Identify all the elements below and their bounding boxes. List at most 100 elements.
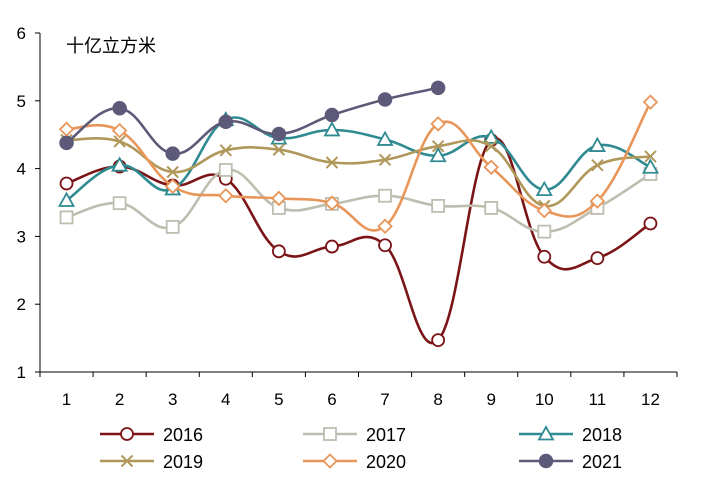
x-tick-label: 12 [641,390,660,409]
data-point-2020-8 [430,116,446,132]
x-tick-label: 6 [327,390,336,409]
series-2019 [60,133,657,213]
series-line-2019 [66,137,651,208]
data-point-2016-7 [378,238,392,253]
data-point-2018-9 [482,128,500,144]
legend-marker [538,453,554,469]
series-line-2018 [65,116,652,202]
data-point-2016-6 [325,239,339,254]
data-point-2021-2 [112,101,127,116]
unit-label: 十亿立方米 [66,36,156,56]
data-point-2020-4 [218,187,234,204]
data-point-2018-10 [535,180,553,197]
data-point-2017-2 [112,196,127,211]
y-tick-label: 5 [17,92,26,111]
data-point-2016-12 [643,216,658,231]
x-tick-label: 1 [62,390,71,409]
data-point-2018-7 [376,130,394,146]
data-point-2019-6 [325,156,339,169]
data-point-2020-2 [111,122,128,139]
data-point-2020-9 [483,159,499,176]
legend-item-2018: 2018 [519,425,622,445]
legend-label: 2016 [163,425,203,445]
data-point-2018-8 [429,146,447,163]
x-tick-label: 7 [380,390,389,409]
data-point-2016-1 [59,176,74,191]
x-tick-label: 4 [221,390,230,409]
data-point-2019-7 [378,153,392,166]
data-point-2020-6 [324,195,340,211]
data-point-2019-5 [272,143,286,156]
data-point-2021-6 [324,107,340,123]
legend-item-2021: 2021 [519,452,622,472]
data-point-2020-7 [377,218,393,235]
x-tick-label: 5 [274,390,283,409]
y-tick-label: 4 [17,160,26,179]
legend-label: 2019 [163,452,203,472]
data-point-2021-8 [430,80,446,96]
data-point-2020-1 [58,121,75,138]
data-point-2019-12 [644,150,657,163]
legend-label: 2017 [366,425,406,445]
data-point-2021-5 [271,126,287,142]
data-point-2019-2 [113,135,126,148]
data-point-2019-9 [485,140,498,153]
data-point-2019-11 [591,159,604,172]
data-point-2019-8 [431,140,445,153]
data-point-2019-4 [219,144,232,157]
data-point-2017-8 [431,198,446,213]
data-point-2017-3 [165,220,180,234]
legend-item-2019: 2019 [100,452,203,472]
data-point-2021-4 [218,114,234,130]
legend-label: 2018 [582,425,622,445]
x-tick-label: 8 [433,390,442,409]
data-point-2020-5 [271,190,287,207]
data-point-2021-7 [377,92,393,107]
legend-item-2020: 2020 [303,452,406,472]
y-tick-label: 1 [17,363,26,382]
data-point-2018-6 [323,121,341,137]
legend-item-2016: 2016 [100,425,203,445]
series-2018 [58,110,659,207]
x-tick-label: 3 [168,390,177,409]
data-point-2020-11 [589,193,606,209]
data-point-2021-1 [59,135,74,151]
series-line-2020 [66,101,652,232]
y-tick-label: 3 [17,227,26,246]
x-tick-label: 2 [115,390,124,409]
series-layer [58,80,659,348]
series-2021 [59,80,446,161]
data-point-2016-10 [537,249,552,264]
series-2016 [59,133,658,348]
data-point-2016-8 [431,333,446,348]
data-point-2017-4 [218,163,233,177]
data-point-2016-5 [271,244,286,259]
x-tick-label: 10 [535,390,554,409]
legend-item-2017: 2017 [303,425,406,445]
x-tick-label: 11 [589,390,607,409]
data-point-2017-1 [59,210,74,225]
legend-marker [323,427,337,441]
data-point-2020-3 [164,178,181,195]
data-point-2019-3 [166,165,179,179]
data-point-2018-2 [111,156,129,172]
legend-label: 2020 [366,452,406,472]
data-point-2020-10 [536,202,553,219]
x-tick-label: 9 [486,390,495,409]
data-point-2018-12 [641,158,659,174]
legend-marker [120,427,134,441]
y-tick-label: 2 [17,295,26,314]
data-point-2018-1 [58,191,76,207]
legend-marker [322,453,338,469]
legend-label: 2021 [582,452,622,472]
data-point-2017-9 [484,201,499,215]
series-2020 [58,94,659,235]
data-point-2017-7 [378,188,392,203]
data-point-2016-11 [590,251,605,265]
legend: 2016 2017 2018 2019 2020 2021 [100,425,622,472]
data-point-2017-10 [537,224,552,239]
legend-marker [537,425,555,441]
y-tick-label: 6 [17,24,26,43]
